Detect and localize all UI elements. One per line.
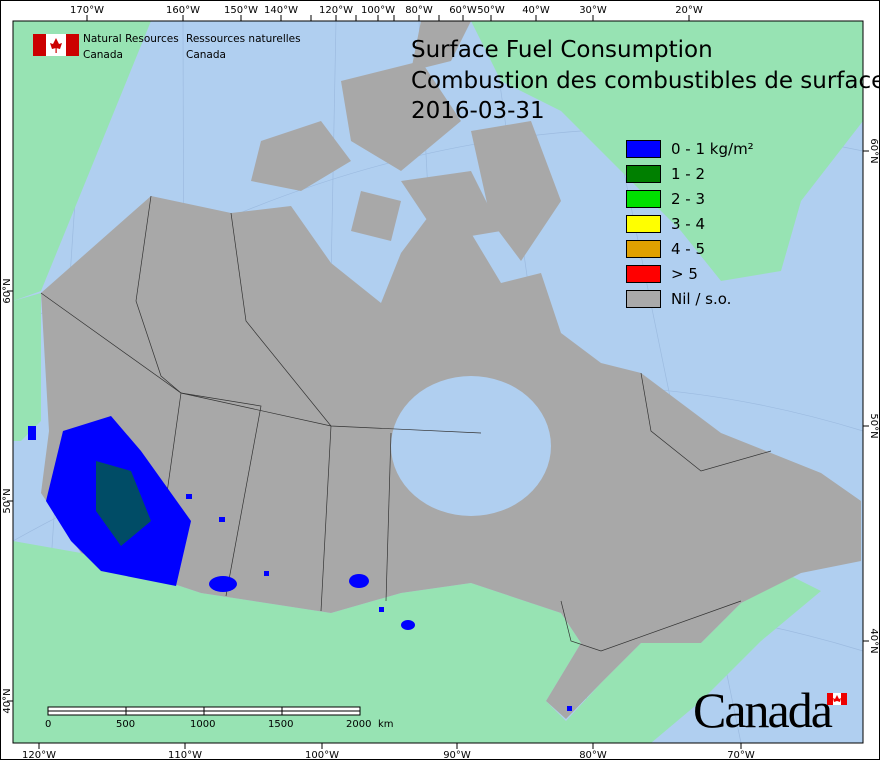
tick-label: 80°W [579,750,607,760]
tick-label: 40°N [868,628,879,653]
alaska-panhandle [13,293,41,441]
legend-label: Nil / s.o. [671,289,732,308]
tick-label: 30°W [579,5,607,16]
left-tick-labels: 60°N 50°N 40°N [2,278,13,713]
tick-label: 110°W [168,750,202,760]
legend-label: 4 - 5 [671,239,706,258]
tick-label: 50°W [477,5,505,16]
agency-en-line1: Natural Resources [83,33,179,45]
canada-wordmark: Canada [693,682,833,738]
tick-label: 40°W [522,5,550,16]
legend-label: > 5 [671,264,698,283]
legend-swatch [626,264,661,283]
wordmark-flag-icon [827,693,847,705]
greenland-land [471,21,863,281]
legend-swatch [626,289,661,308]
legend-item: 1 - 2 [626,161,754,186]
legend-item: 0 - 1 kg/m² [626,136,754,161]
tick-label: 60°W [449,5,477,16]
legend-item: 3 - 4 [626,211,754,236]
tick-label: 40°N [2,688,13,713]
tick-label: 60°N [868,138,879,163]
legend-item: > 5 [626,261,754,286]
right-tick-labels: 60°N 50°N 40°N [868,138,879,653]
legend-label: 3 - 4 [671,214,706,233]
tick-label: 160°W [166,5,200,16]
legend-label: 2 - 3 [671,189,706,208]
nrcan-flag-icon [33,34,79,56]
legend-swatch [626,164,661,183]
scale-label: 1500 [268,719,294,730]
hudson-bay [391,376,551,516]
legend-item: 4 - 5 [626,236,754,261]
tick-marks [7,15,869,749]
tick-label: 70°W [727,750,755,760]
legend-swatch [626,239,661,258]
scale-bar [47,706,361,716]
scale-label: 0 [45,719,52,730]
legend: 0 - 1 kg/m² 1 - 2 2 - 3 3 - 4 4 - 5 > 5 Nil / … [626,136,754,311]
tick-label: 140°W [264,5,298,16]
map-date: 2016-03-31 [411,98,545,124]
agency-fr-line2: Canada [186,49,226,61]
tick-label: 170°W [70,5,104,16]
tick-label: 50°N [868,413,879,438]
boundaries [40,195,772,652]
tick-label: 150°W [224,5,258,16]
alaska-land [13,21,151,301]
legend-label: 0 - 1 kg/m² [671,139,754,158]
map-frame [12,20,864,744]
scale-label: 500 [116,719,136,730]
bottom-tick-labels: 120°W 110°W 100°W 90°W 80°W 70°W [22,750,755,760]
scale-unit: km [378,719,394,730]
legend-swatch [626,214,661,233]
legend-item: Nil / s.o. [626,286,754,311]
legend-swatch [626,189,661,208]
tick-label: 80°W [405,5,433,16]
tick-label: 60°N [2,278,13,303]
tick-label: 90°W [443,750,471,760]
tick-label: 100°W [305,750,339,760]
top-tick-labels: 170°W 160°W 150°W 140°W 120°W 100°W 80°W… [70,5,703,16]
tick-label: 120°W [22,750,56,760]
tick-label: 120°W [319,5,353,16]
agency-fr-line1: Ressources naturelles [186,33,301,45]
tick-label: 20°W [675,5,703,16]
legend-swatch [626,139,661,158]
scale-label: 2000 [346,719,372,730]
scale-label: 1000 [190,719,216,730]
map-title: Surface Fuel Consumption [411,37,713,63]
tick-label: 100°W [361,5,395,16]
agency-en-line2: Canada [83,49,123,61]
usa-land [13,541,821,743]
legend-label: 1 - 2 [671,164,706,183]
tick-label: 50°N [2,488,13,513]
fuel-consumption-pixels [28,416,572,711]
map-subtitle: Combustion des combustibles de surface [411,68,880,94]
legend-item: 2 - 3 [626,186,754,211]
arctic-islands [251,21,561,261]
